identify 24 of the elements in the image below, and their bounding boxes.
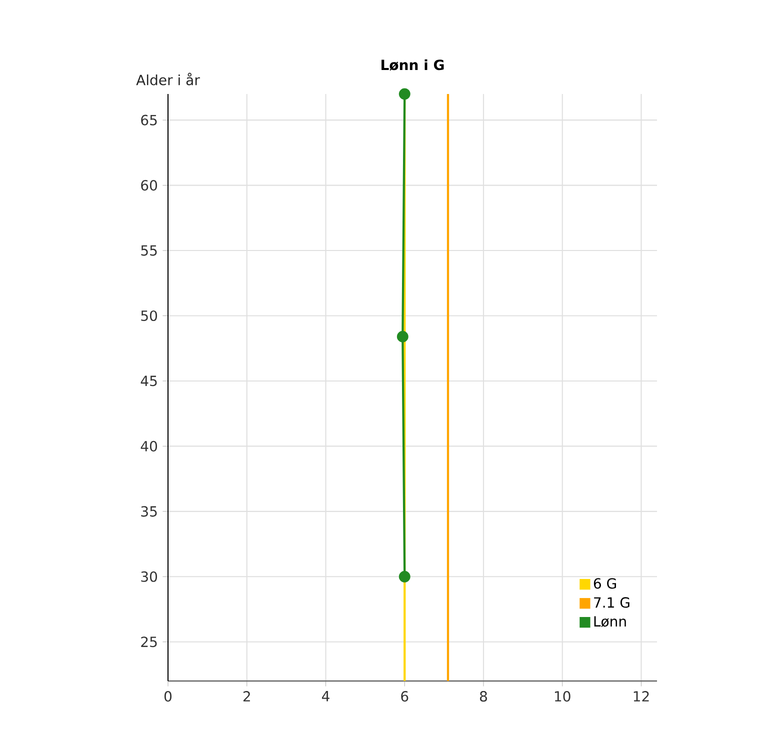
point xyxy=(398,570,410,582)
x-tick-label: 12 xyxy=(634,691,649,702)
point xyxy=(396,330,408,342)
point xyxy=(398,88,410,100)
y-tick-label: 40 xyxy=(140,440,158,452)
x-tick-label: 0 xyxy=(164,691,172,702)
y-tick-label: 35 xyxy=(141,506,157,517)
x-tick-label: 8 xyxy=(480,691,487,702)
x-tick-label: 10 xyxy=(554,691,570,702)
x-tick-label: 6 xyxy=(401,691,408,702)
y-tick-label: 65 xyxy=(141,114,157,126)
y-tick-label: 50 xyxy=(141,310,158,322)
y-axis-title: Alder i år xyxy=(136,72,200,86)
y-tick-label: 30 xyxy=(141,571,158,582)
x-tick-label: 4 xyxy=(322,691,330,702)
legend-label: 7.1 G xyxy=(594,597,630,608)
legend-label: 6 G xyxy=(594,578,616,589)
y-tick-label: 55 xyxy=(141,245,157,256)
y-tick-label: 25 xyxy=(141,636,157,648)
y-tick-label: 45 xyxy=(140,376,157,386)
legend-label: Lønn xyxy=(594,616,626,628)
chart-title: Lønn i G xyxy=(382,59,444,71)
y-tick-label: 60 xyxy=(141,180,158,191)
x-tick-label: 2 xyxy=(243,691,250,702)
